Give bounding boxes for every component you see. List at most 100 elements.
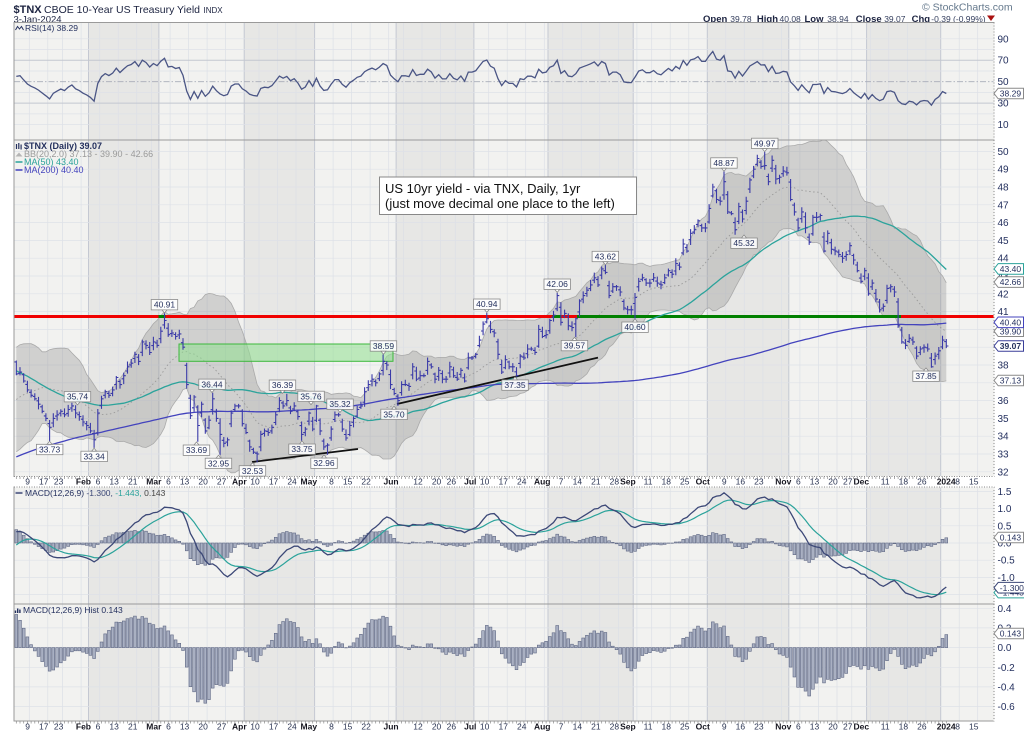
svg-text:-0.39 (-0.99%): -0.39 (-0.99%) (931, 14, 985, 24)
svg-text:17: 17 (39, 477, 49, 487)
svg-text:7: 7 (559, 722, 564, 732)
svg-text:48.87: 48.87 (713, 158, 735, 168)
svg-text:0.143: 0.143 (1000, 629, 1022, 639)
svg-text:39.57: 39.57 (564, 341, 586, 351)
svg-text:27: 27 (843, 722, 853, 732)
svg-text:2024: 2024 (937, 722, 956, 732)
svg-text:42.06: 42.06 (547, 279, 569, 289)
svg-text:18: 18 (899, 477, 909, 487)
svg-text:36.39: 36.39 (272, 380, 294, 390)
svg-text:24: 24 (287, 477, 297, 487)
svg-text:6: 6 (166, 722, 171, 732)
svg-text:Close: Close (856, 14, 882, 25)
svg-text:6: 6 (796, 477, 801, 487)
svg-text:Aug: Aug (534, 722, 551, 732)
svg-text:20: 20 (828, 477, 838, 487)
svg-text:8: 8 (329, 477, 334, 487)
svg-text:12: 12 (413, 722, 423, 732)
svg-text:30: 30 (998, 99, 1010, 110)
svg-text:27: 27 (217, 722, 227, 732)
svg-text:17: 17 (499, 722, 509, 732)
svg-text:23: 23 (54, 477, 64, 487)
svg-text:90: 90 (998, 34, 1010, 45)
svg-text:9: 9 (25, 477, 30, 487)
svg-text:-0.5: -0.5 (998, 556, 1016, 567)
svg-text:49.97: 49.97 (754, 138, 776, 148)
svg-text:0.4: 0.4 (998, 604, 1012, 615)
svg-text:-0.4: -0.4 (998, 682, 1016, 693)
svg-text:26: 26 (917, 722, 927, 732)
svg-text:7: 7 (559, 477, 564, 487)
svg-text:18: 18 (899, 722, 909, 732)
svg-text:Feb: Feb (76, 722, 91, 732)
svg-text:25: 25 (680, 722, 690, 732)
svg-text:21: 21 (128, 722, 138, 732)
svg-text:39.07: 39.07 (884, 14, 906, 24)
svg-text:35.70: 35.70 (383, 409, 405, 419)
svg-text:14: 14 (573, 722, 583, 732)
svg-text:38.59: 38.59 (373, 341, 395, 351)
svg-text:42.66: 42.66 (1000, 277, 1022, 287)
svg-text:Oct: Oct (696, 722, 710, 732)
svg-text:MACD(12,26,9) Hist 0.143: MACD(12,26,9) Hist 0.143 (23, 605, 123, 615)
svg-text:Low: Low (805, 14, 825, 25)
svg-text:17: 17 (269, 722, 279, 732)
svg-text:May: May (301, 477, 318, 487)
svg-text:42: 42 (998, 289, 1010, 300)
svg-text:35: 35 (998, 414, 1010, 425)
svg-text:40.91: 40.91 (154, 300, 176, 310)
svg-text:MA(200) 40.40: MA(200) 40.40 (24, 165, 84, 175)
svg-text:0.5: 0.5 (998, 521, 1012, 532)
svg-text:US 10yr yield - via TNX, Daily: US 10yr yield - via TNX, Daily, 1yr (385, 181, 581, 196)
svg-text:32: 32 (998, 467, 1010, 478)
svg-text:Feb: Feb (76, 477, 91, 487)
svg-text:6: 6 (166, 477, 171, 487)
svg-text:14: 14 (573, 477, 583, 487)
svg-text:39.78: 39.78 (730, 14, 752, 24)
svg-text:$TNX (Daily) 39.07: $TNX (Daily) 39.07 (24, 141, 102, 151)
svg-text:Aug: Aug (534, 477, 551, 487)
svg-text:23: 23 (754, 722, 764, 732)
svg-text:Mar: Mar (146, 477, 162, 487)
svg-text:Chg: Chg (912, 14, 931, 25)
svg-text:RSI(14) 38.29: RSI(14) 38.29 (25, 23, 78, 33)
svg-text:27: 27 (843, 477, 853, 487)
svg-text:Mar: Mar (146, 722, 162, 732)
svg-text:8: 8 (955, 477, 960, 487)
svg-text:11: 11 (881, 722, 890, 732)
svg-text:37.13: 37.13 (1000, 376, 1022, 386)
svg-text:13: 13 (810, 722, 820, 732)
svg-text:35.32: 35.32 (329, 399, 351, 409)
svg-text:10: 10 (250, 722, 260, 732)
svg-text:Nov: Nov (775, 477, 791, 487)
svg-text:Sep: Sep (620, 722, 636, 732)
svg-text:© StockCharts.com: © StockCharts.com (922, 2, 1013, 14)
svg-text:0.143: 0.143 (1000, 533, 1022, 543)
svg-text:26: 26 (917, 477, 927, 487)
svg-text:40.60: 40.60 (624, 322, 646, 332)
svg-text:32.53: 32.53 (242, 466, 264, 476)
svg-text:3-Jan-2024: 3-Jan-2024 (14, 15, 62, 26)
svg-text:9: 9 (722, 722, 727, 732)
svg-text:Open: Open (703, 14, 727, 25)
svg-text:28: 28 (610, 477, 620, 487)
svg-text:17: 17 (269, 477, 279, 487)
svg-text:23: 23 (54, 722, 64, 732)
svg-text:40.94: 40.94 (476, 299, 498, 309)
svg-text:20: 20 (198, 477, 208, 487)
svg-text:2024: 2024 (937, 477, 956, 487)
svg-text:MA(50) 43.40: MA(50) 43.40 (24, 157, 79, 167)
svg-text:36: 36 (998, 396, 1010, 407)
svg-text:33.69: 33.69 (186, 445, 208, 455)
svg-text:20: 20 (432, 477, 442, 487)
svg-text:34: 34 (998, 432, 1010, 443)
svg-text:45.32: 45.32 (733, 238, 755, 248)
svg-text:Apr: Apr (232, 477, 247, 487)
svg-text:Dec: Dec (854, 477, 870, 487)
svg-text:45: 45 (998, 236, 1010, 247)
svg-text:15: 15 (969, 477, 979, 487)
svg-text:37.35: 37.35 (504, 380, 526, 390)
svg-text:20: 20 (432, 722, 442, 732)
svg-text:44: 44 (998, 254, 1010, 265)
svg-text:38: 38 (998, 361, 1010, 372)
